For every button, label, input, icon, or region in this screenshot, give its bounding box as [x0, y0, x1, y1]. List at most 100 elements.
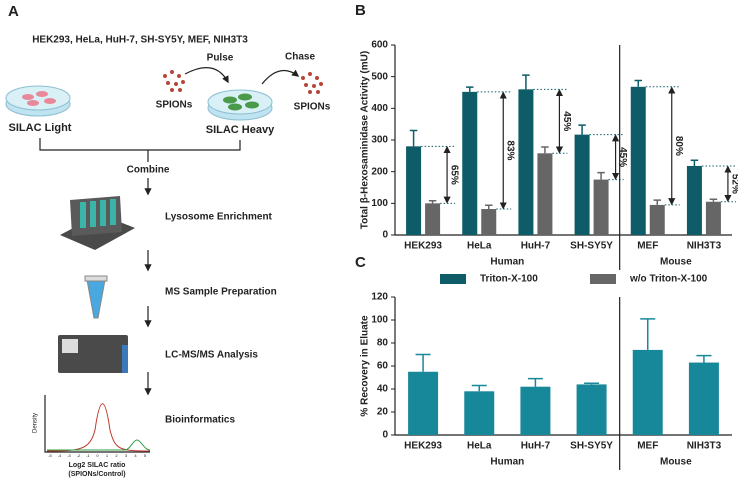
error-bar	[527, 377, 543, 387]
error-bar	[522, 74, 530, 90]
tick-label: -5	[48, 453, 52, 458]
bar	[576, 384, 607, 435]
y-tick-label: 80	[377, 338, 389, 349]
x-tick-label: HEK293	[404, 441, 442, 452]
group-label: Mouse	[660, 257, 692, 268]
bar	[630, 86, 646, 235]
tick-label: 0	[96, 453, 99, 458]
dish-light	[5, 85, 71, 117]
spions-dots	[301, 72, 323, 94]
x-tick-label: NIH3T3	[687, 241, 722, 252]
step: Bioinformatics	[165, 415, 235, 426]
error-bar	[485, 204, 493, 210]
label: SILAC Heavy	[206, 124, 275, 136]
bar	[518, 89, 534, 235]
tick-label: 2	[115, 453, 118, 458]
tick-label: -2	[77, 453, 81, 458]
bar	[406, 146, 422, 235]
step: MS Sample Preparation	[165, 287, 277, 298]
bar	[688, 362, 719, 435]
spions-dots	[163, 70, 185, 92]
group-label: Human	[490, 257, 524, 268]
connector	[39, 138, 241, 162]
y-tick-label: 200	[371, 166, 388, 177]
step: LC-MS/MS Analysis	[165, 350, 258, 361]
x-tick-label: MEF	[637, 441, 658, 452]
bar	[537, 153, 553, 235]
label: Chase	[285, 52, 315, 63]
panel-label: B	[355, 2, 366, 19]
error-bar	[415, 353, 431, 372]
group-label: Mouse	[660, 457, 692, 468]
tick-label: 3	[125, 453, 128, 458]
annotation: 80%	[673, 136, 684, 156]
y-tick-label: 20	[377, 407, 389, 418]
y-tick-label: 120	[371, 292, 388, 303]
bar	[481, 209, 497, 235]
y-tick-label: 0	[382, 230, 388, 241]
error-bar	[578, 124, 586, 135]
annotation: 52%	[729, 174, 738, 194]
y-tick-label: 100	[371, 315, 388, 326]
axis	[394, 297, 732, 436]
x-tick-label: HuH-7	[521, 441, 551, 452]
y-tick-label: 40	[377, 384, 389, 395]
error-bar	[709, 198, 718, 202]
bar	[425, 203, 441, 235]
x-tick-label: NIH3T3	[687, 441, 722, 452]
axis-label: Density	[33, 413, 39, 433]
error-bar	[584, 382, 600, 385]
arrow	[184, 67, 229, 84]
y-tick-label: 400	[371, 103, 388, 114]
error-bar	[634, 79, 642, 87]
group-label: Human	[490, 457, 524, 468]
tick-label: -4	[58, 453, 62, 458]
cell-lines: HEK293, HeLa, HuH-7, SH-SY5Y, MEF, NIH3T…	[32, 35, 248, 46]
y-tick-label: 100	[371, 198, 388, 209]
legend-label: w/o Triton-X-100	[629, 274, 708, 285]
legend-swatch	[590, 274, 616, 284]
y-tick-label: 60	[377, 361, 389, 372]
error-bar	[653, 199, 661, 205]
x-tick-label: HeLa	[467, 241, 492, 252]
legend-label: Triton-X-100	[480, 274, 538, 285]
x-tick-label: HuH-7	[521, 241, 551, 252]
error-bar	[471, 384, 487, 392]
y-tick-label: 0	[382, 430, 388, 441]
label: SPIONs	[156, 100, 193, 111]
x-tick-label: HeLa	[467, 441, 492, 452]
bar	[649, 204, 665, 235]
step: Lysosome Enrichment	[165, 212, 273, 223]
panel-a: A HEK293, HeLa, HuH-7, SH-SY5Y, MEF, NIH…	[5, 3, 331, 478]
y-axis-label: Total β-Hexosaminidase Activity (mU)	[360, 51, 371, 229]
error-bar	[466, 86, 474, 92]
error-bar	[541, 146, 549, 154]
tube-icon	[84, 275, 108, 319]
x-tick-label: HEK293	[404, 241, 442, 252]
bar	[593, 179, 609, 235]
step: Combine	[127, 165, 170, 176]
bar	[464, 391, 495, 435]
axis-label: (SPIONs/Control)	[68, 471, 125, 478]
annotation: 45%	[561, 111, 572, 131]
x-tick-label: SH-SY5Y	[570, 441, 613, 452]
annotation: 83%	[505, 140, 516, 160]
x-tick-label: SH-SY5Y	[570, 241, 613, 252]
y-tick-label: 300	[371, 135, 388, 146]
bar	[462, 91, 478, 235]
tick-label: -3	[67, 453, 71, 458]
error-bar	[409, 129, 418, 147]
y-tick-label: 500	[371, 71, 388, 82]
arrow	[261, 69, 300, 85]
error-bar	[696, 354, 712, 363]
label: SPIONs	[294, 102, 331, 113]
y-axis-label: % Recovery in Eluate	[360, 315, 371, 417]
panel-label: C	[355, 254, 366, 271]
error-bar	[640, 318, 656, 350]
axis-label: Log2 SILAC ratio	[69, 462, 126, 469]
label: SILAC Light	[9, 122, 72, 134]
legend-swatch	[440, 274, 466, 284]
tick-label: 5	[144, 453, 147, 458]
bar	[632, 349, 663, 435]
